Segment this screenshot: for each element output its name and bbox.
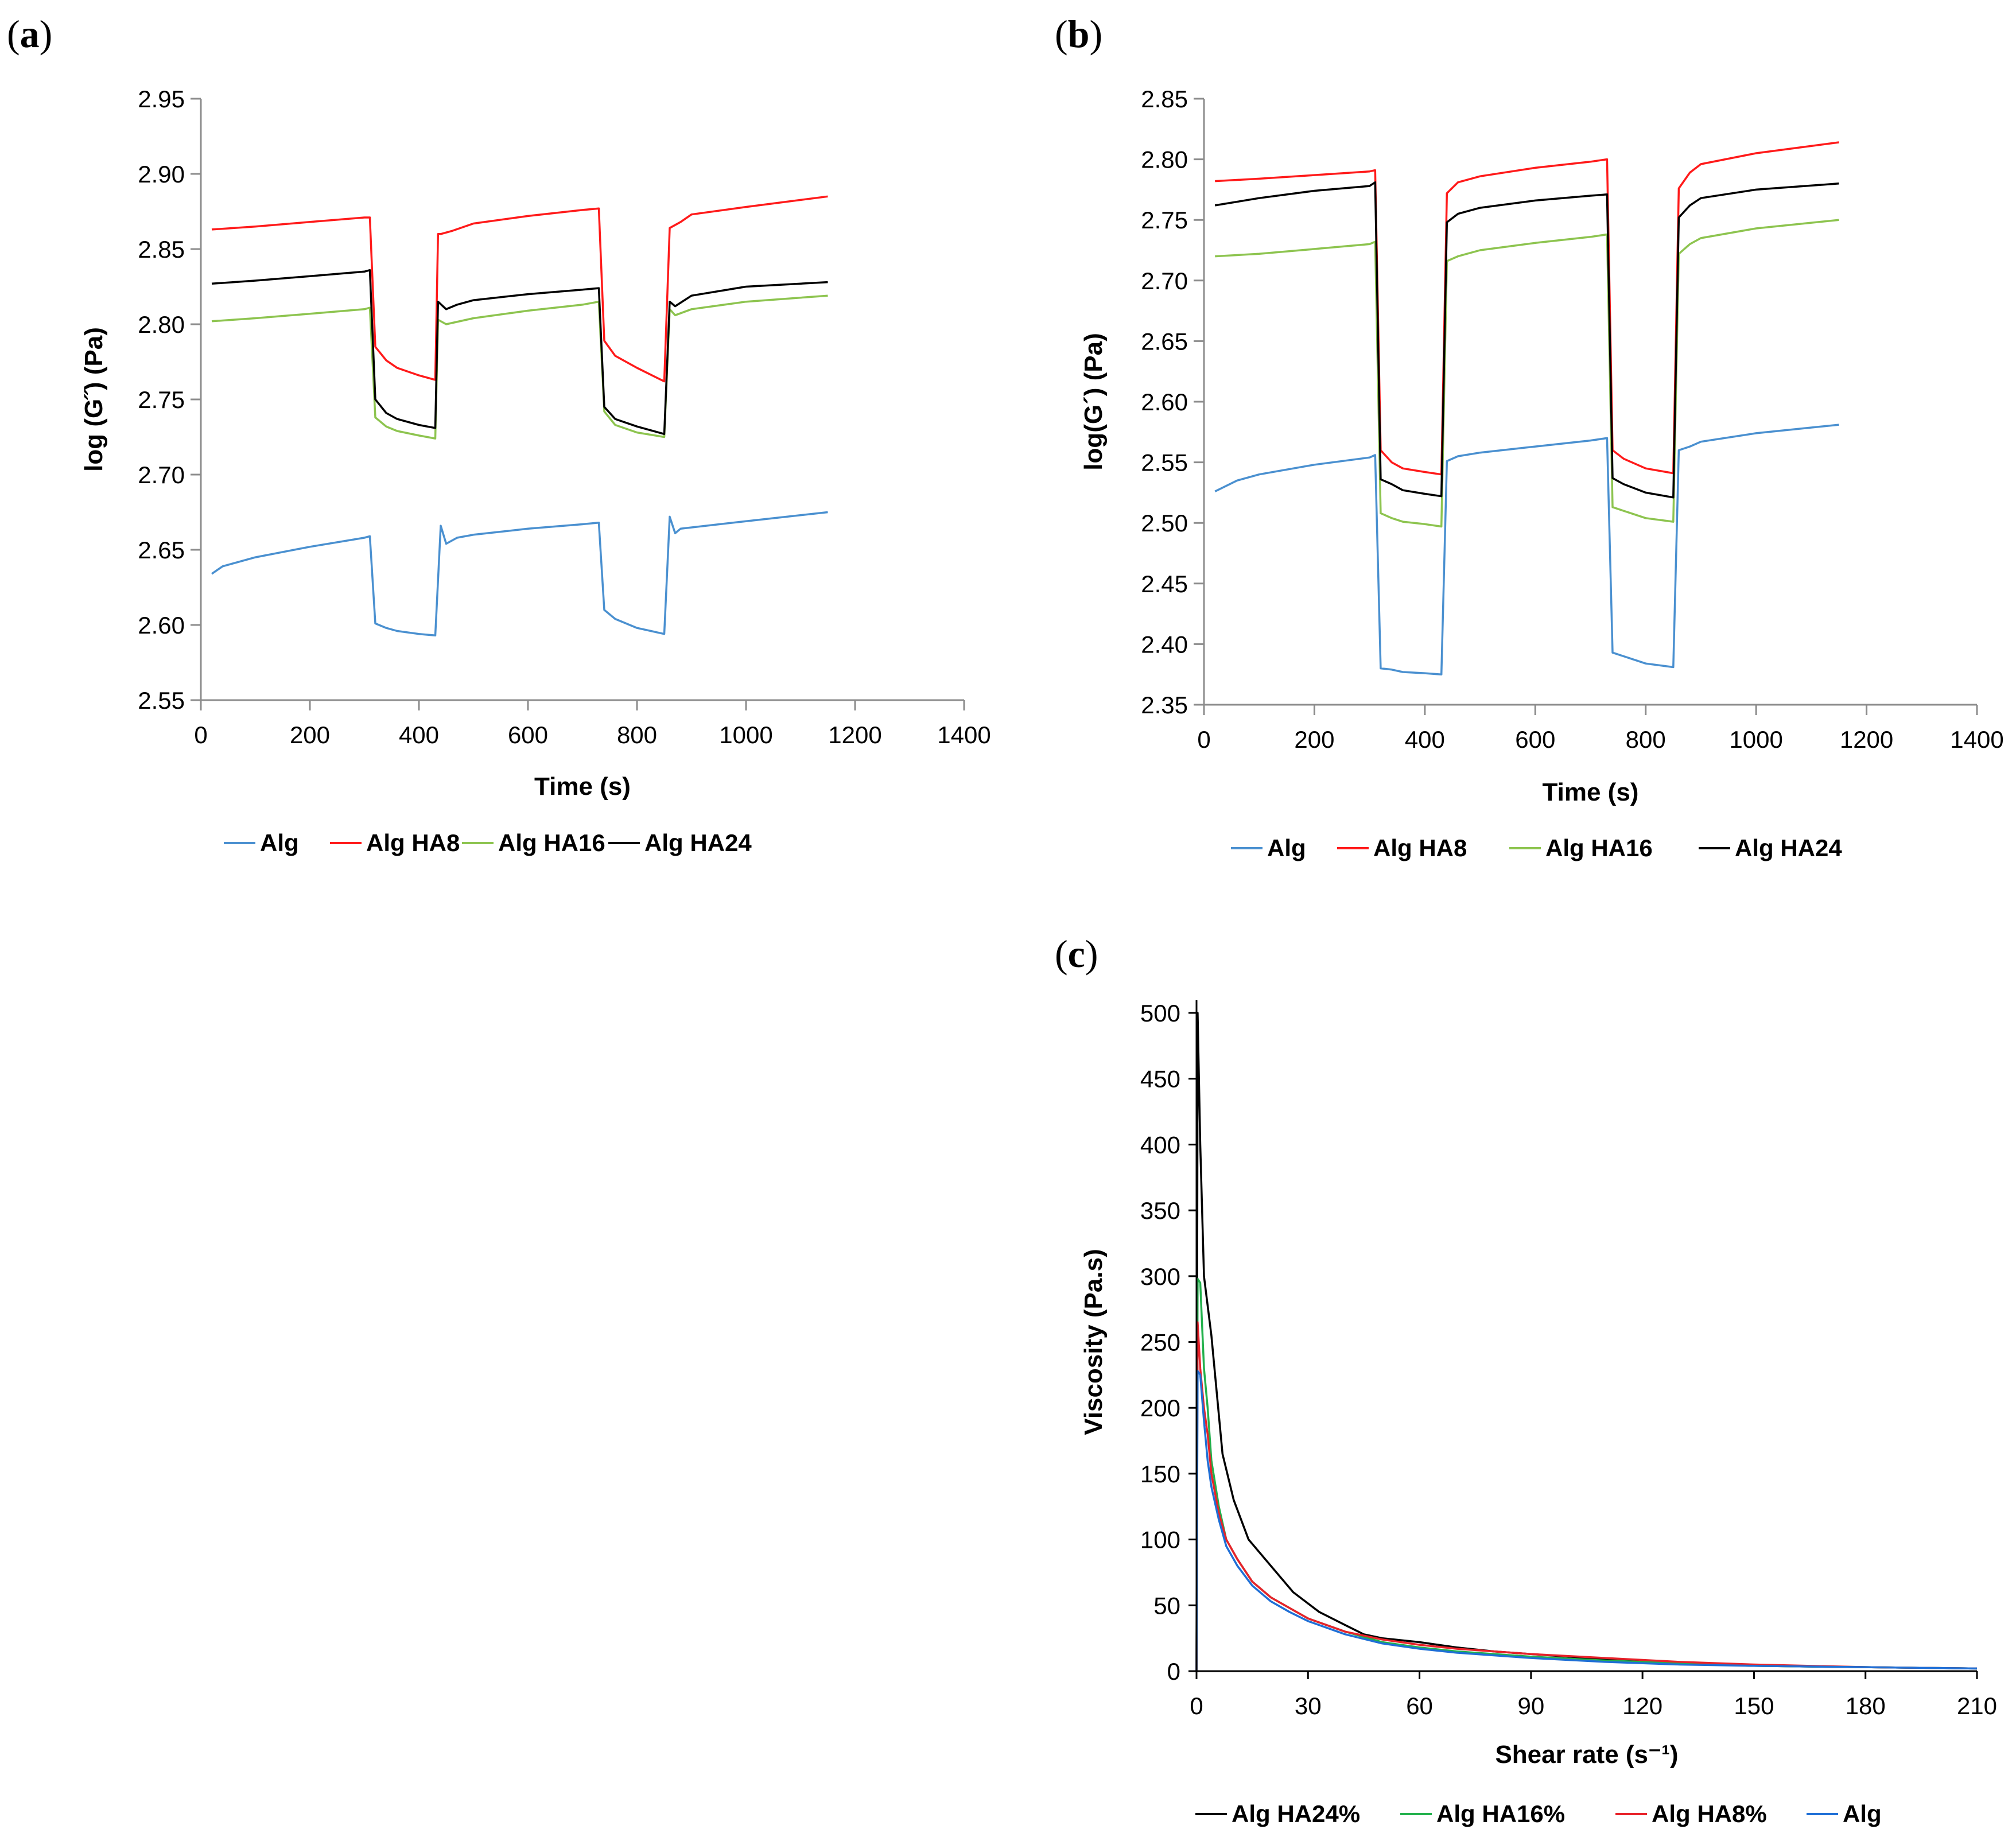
chart-b-x-tick-label: 1000 [1729, 726, 1782, 753]
chart-c-y-tick-label: 150 [1140, 1461, 1180, 1487]
chart-a-legend: Alg Alg HA8 Alg HA16 Alg HA24 [224, 829, 752, 856]
chart-a-x-tick-label: 1200 [828, 721, 881, 748]
chart-b-legend-label-alg: Alg [1267, 834, 1306, 861]
chart-a-y-tick-label: 2.95 [138, 86, 185, 112]
chart-b-legend-label-alg-ha16: Alg HA16 [1545, 834, 1653, 861]
chart-c-y-tick-label: 50 [1153, 1592, 1180, 1619]
chart-c: 0 50 100 150 200 250 300 350 400 450 500 0 30 60 90 120… [1079, 1000, 1997, 1827]
chart-c-ticks: 0 50 100 150 200 250 300 350 400 450 500 0 30 60 90 120… [1140, 1000, 1997, 1719]
chart-c-y-tick-label: 400 [1140, 1131, 1180, 1158]
chart-b-series-layer [1214, 141, 1839, 675]
chart-a-y-tick-label: 2.75 [138, 386, 185, 413]
chart-b: 2.35 2.40 2.45 2.50 2.55 2.60 2.65 2.70 2.75 2.80… [1079, 86, 2004, 861]
chart-a-y-axis-title: log (G˝) (Pa) [80, 327, 108, 472]
chart-a: 2.55 2.60 2.65 2.70 2.75 2.80 2.85 2.90 2.95 0 200… [80, 86, 991, 856]
chart-a-legend-label-alg-ha8: Alg HA8 [366, 829, 460, 856]
chart-b-x-axis-title: Time (s) [1543, 778, 1639, 806]
chart-b-x-tick-label: 0 [1197, 726, 1210, 753]
chart-c-x-tick-label: 150 [1734, 1692, 1774, 1719]
chart-c-y-tick-label: 350 [1140, 1197, 1180, 1224]
chart-a-x-tick-label: 400 [399, 721, 439, 748]
chart-b-x-tick-label: 1400 [1950, 726, 2003, 753]
chart-a-y-tick-label: 2.90 [138, 161, 185, 188]
chart-c-series-alg-ha8pct [1195, 1321, 1978, 1672]
chart-b-x-tick-label: 600 [1515, 726, 1555, 753]
chart-a-legend-label-alg-ha24: Alg HA24 [644, 829, 752, 856]
chart-a-y-tick-label: 2.85 [138, 236, 185, 263]
chart-c-x-tick-label: 30 [1295, 1692, 1322, 1719]
chart-a-series-alg [211, 511, 828, 637]
chart-c-x-tick-label: 0 [1190, 1692, 1203, 1719]
chart-a-y-tick-label: 2.80 [138, 311, 185, 338]
chart-b-y-tick-label: 2.70 [1141, 267, 1188, 294]
panel-label-b: (b) [1055, 12, 1102, 56]
chart-b-y-tick-label: 2.40 [1141, 631, 1188, 658]
chart-b-y-tick-label: 2.60 [1141, 389, 1188, 415]
chart-c-series-layer [1195, 1012, 1978, 1672]
chart-c-legend-label-alg: Alg [1843, 1800, 1882, 1827]
chart-b-x-tick-label: 200 [1294, 726, 1334, 753]
chart-a-x-tick-label: 1400 [937, 721, 990, 748]
chart-a-x-tick-label: 200 [290, 721, 330, 748]
chart-b-x-tick-label: 400 [1405, 726, 1445, 753]
chart-b-y-tick-label: 2.35 [1141, 692, 1188, 718]
chart-a-ticks: 2.55 2.60 2.65 2.70 2.75 2.80 2.85 2.90 2.95 0 200… [138, 86, 990, 748]
chart-a-series-alg-ha8 [211, 195, 828, 383]
chart-c-y-tick-label: 450 [1140, 1066, 1180, 1093]
chart-b-y-axis-title: log(G´) (Pa) [1079, 333, 1108, 471]
chart-c-y-tick-label: 250 [1140, 1329, 1180, 1356]
chart-b-ticks: 2.35 2.40 2.45 2.50 2.55 2.60 2.65 2.70 2.75 2.80… [1141, 86, 2003, 753]
chart-c-x-tick-label: 210 [1957, 1692, 1997, 1719]
chart-c-legend-label-alg-ha24pct: Alg HA24% [1232, 1800, 1360, 1827]
chart-b-y-tick-label: 2.80 [1141, 146, 1188, 173]
chart-a-series-alg-ha24 [211, 269, 828, 436]
chart-a-legend-label-alg: Alg [260, 829, 299, 856]
chart-a-y-tick-label: 2.65 [138, 537, 185, 564]
chart-b-y-tick-label: 2.85 [1141, 86, 1188, 112]
chart-b-legend-label-alg-ha24: Alg HA24 [1735, 834, 1842, 861]
chart-b-legend: Alg Alg HA8 Alg HA16 Alg HA24 [1231, 834, 1842, 861]
chart-a-x-tick-label: 0 [194, 721, 207, 748]
chart-c-x-tick-label: 60 [1406, 1692, 1433, 1719]
chart-c-legend-label-alg-ha16pct: Alg HA16% [1436, 1800, 1565, 1827]
chart-c-x-axis-title: Shear rate (s⁻¹) [1495, 1741, 1678, 1769]
chart-b-x-tick-label: 1200 [1840, 726, 1893, 753]
chart-a-x-tick-label: 1000 [719, 721, 772, 748]
chart-b-y-tick-label: 2.45 [1141, 570, 1188, 597]
chart-a-legend-label-alg-ha16: Alg HA16 [498, 829, 605, 856]
chart-c-series-alg [1195, 1370, 1978, 1672]
chart-b-series-alg-ha24 [1214, 181, 1839, 499]
chart-b-y-tick-label: 2.65 [1141, 328, 1188, 355]
chart-b-y-tick-label: 2.75 [1141, 207, 1188, 234]
panel-label-a: (a) [7, 12, 52, 56]
chart-a-series-layer [211, 195, 828, 637]
chart-b-y-tick-label: 2.55 [1141, 449, 1188, 476]
chart-c-x-tick-label: 90 [1517, 1692, 1544, 1719]
chart-c-y-axis-title: Viscosity (Pa.s) [1079, 1249, 1108, 1435]
chart-c-y-tick-label: 200 [1140, 1395, 1180, 1421]
chart-c-y-tick-label: 100 [1140, 1527, 1180, 1553]
chart-b-series-alg [1214, 424, 1839, 675]
chart-c-legend-label-alg-ha8pct: Alg HA8% [1652, 1800, 1767, 1827]
panel-label-c: (c) [1055, 932, 1098, 976]
chart-a-x-axis-title: Time (s) [534, 772, 631, 801]
chart-b-x-tick-label: 800 [1626, 726, 1666, 753]
chart-a-y-tick-label: 2.60 [138, 612, 185, 639]
chart-c-x-tick-label: 120 [1622, 1692, 1662, 1719]
chart-a-y-tick-label: 2.70 [138, 461, 185, 488]
chart-a-x-tick-label: 600 [508, 721, 548, 748]
chart-c-y-tick-label: 500 [1140, 1000, 1180, 1027]
chart-b-legend-label-alg-ha8: Alg HA8 [1373, 834, 1467, 861]
chart-c-y-tick-label: 300 [1140, 1263, 1180, 1290]
chart-c-x-tick-label: 180 [1846, 1692, 1886, 1719]
chart-c-y-tick-label: 0 [1167, 1658, 1180, 1685]
chart-a-y-tick-label: 2.55 [138, 687, 185, 714]
chart-b-series-alg-ha8 [1215, 141, 1839, 476]
chart-c-legend: Alg HA24% Alg HA16% Alg HA8% Alg [1195, 1800, 1882, 1827]
chart-b-y-tick-label: 2.50 [1141, 510, 1188, 537]
chart-a-x-tick-label: 800 [617, 721, 657, 748]
